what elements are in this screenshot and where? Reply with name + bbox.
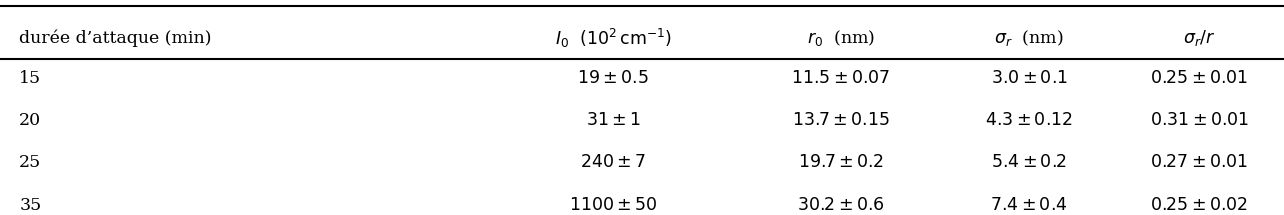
Text: 20: 20: [19, 112, 41, 129]
Text: $\sigma_r$  (nm): $\sigma_r$ (nm): [994, 28, 1064, 48]
Text: 35: 35: [19, 197, 41, 214]
Text: $13.7 \pm 0.15$: $13.7 \pm 0.15$: [792, 112, 890, 129]
Text: $19.7 \pm 0.2$: $19.7 \pm 0.2$: [799, 154, 883, 171]
Text: $11.5 \pm 0.07$: $11.5 \pm 0.07$: [791, 70, 891, 87]
Text: $0.31 \pm 0.01$: $0.31 \pm 0.01$: [1149, 112, 1249, 129]
Text: durée d’attaque (min): durée d’attaque (min): [19, 29, 212, 47]
Text: $1100 \pm 50$: $1100 \pm 50$: [569, 197, 657, 214]
Text: 15: 15: [19, 70, 41, 87]
Text: $0.27 \pm 0.01$: $0.27 \pm 0.01$: [1150, 154, 1248, 171]
Text: $0.25 \pm 0.01$: $0.25 \pm 0.01$: [1150, 70, 1248, 87]
Text: $5.4 \pm 0.2$: $5.4 \pm 0.2$: [991, 154, 1067, 171]
Text: $240 \pm 7$: $240 \pm 7$: [580, 154, 646, 171]
Text: 25: 25: [19, 154, 41, 171]
Text: $4.3 \pm 0.12$: $4.3 \pm 0.12$: [985, 112, 1073, 129]
Text: $31 \pm 1$: $31 \pm 1$: [586, 112, 641, 129]
Text: $19 \pm 0.5$: $19 \pm 0.5$: [578, 70, 648, 87]
Text: $0.25 \pm 0.02$: $0.25 \pm 0.02$: [1150, 197, 1248, 214]
Text: $I_0$  $(10^2\,\mathrm{cm}^{-1})$: $I_0$ $(10^2\,\mathrm{cm}^{-1})$: [555, 26, 672, 50]
Text: $r_0$  (nm): $r_0$ (nm): [806, 28, 876, 48]
Text: $30.2 \pm 0.6$: $30.2 \pm 0.6$: [797, 197, 885, 214]
Text: $3.0 \pm 0.1$: $3.0 \pm 0.1$: [991, 70, 1067, 87]
Text: $7.4 \pm 0.4$: $7.4 \pm 0.4$: [990, 197, 1068, 214]
Text: $\sigma_r/r$: $\sigma_r/r$: [1183, 28, 1216, 48]
